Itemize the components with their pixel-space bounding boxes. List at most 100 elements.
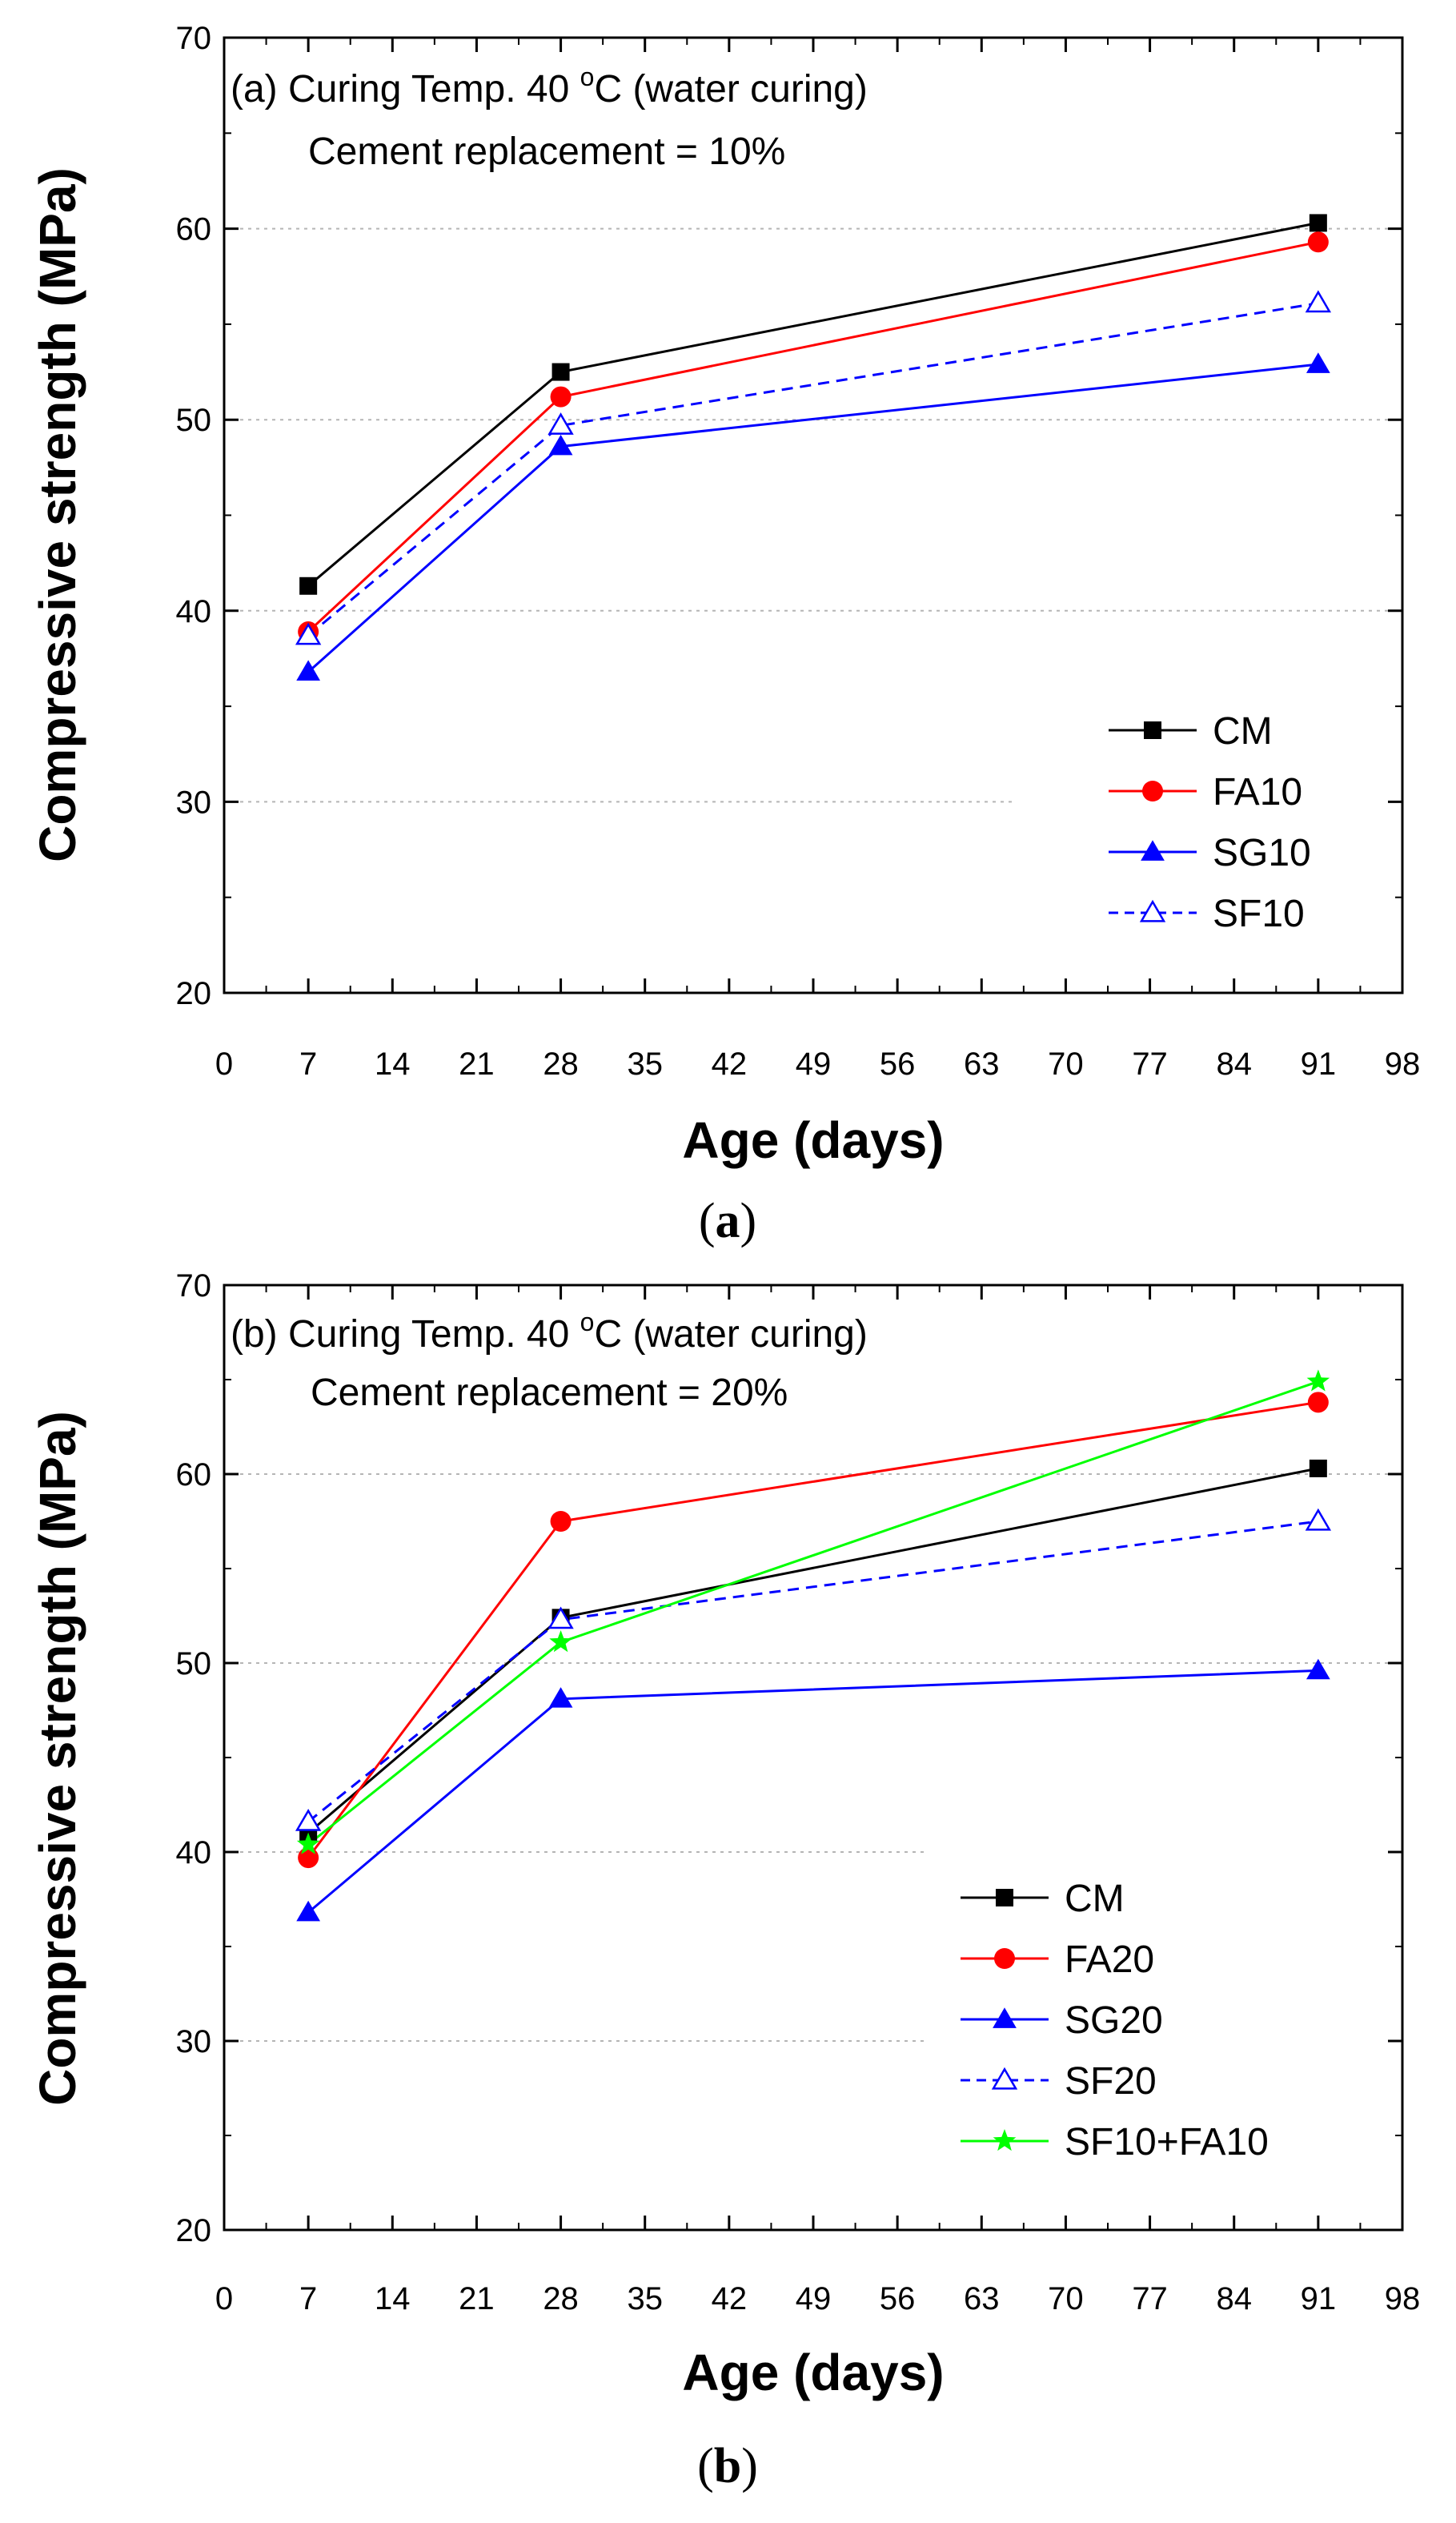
- a-y-axis-label: Compressive strength (MPa): [29, 167, 86, 862]
- b-x-tick-label-63: 63: [964, 2281, 1000, 2316]
- b-x-tick-label-35: 35: [627, 2281, 663, 2316]
- a-point-sg10-day7: [296, 660, 321, 681]
- b-point-fa20-day7: [298, 1847, 319, 1869]
- a-series: [295, 214, 1332, 681]
- a-x-tick-label-21: 21: [459, 1047, 495, 1082]
- b-x-tick-label-56: 56: [880, 2281, 916, 2316]
- a-x-tick-label-42: 42: [712, 1047, 748, 1082]
- a-legend-label-sf10: SF10: [1213, 893, 1305, 935]
- b-x-tick-label-14: 14: [375, 2281, 411, 2316]
- b-y-axis-label: Compressive strength (MPa): [29, 1411, 86, 2106]
- a-point-cm-day91: [1309, 214, 1327, 232]
- b-legend-label-cm: CM: [1065, 1878, 1125, 1920]
- b-x-tick-label-77: 77: [1132, 2281, 1168, 2316]
- a-legend-marker-sg10: [1141, 840, 1165, 861]
- a-point-fa10-day91: [1307, 231, 1329, 253]
- b-y-tick-label-20: 20: [176, 2213, 212, 2248]
- b-point-sf10-fa10-day91: [1306, 1369, 1330, 1392]
- b-annotation-line1: (b) Curing Temp. 40 oC (water curing): [231, 1308, 868, 1356]
- a-y-tick-label-40: 40: [176, 594, 212, 629]
- a-x-axis-label: Age (days): [682, 1111, 944, 1169]
- b-point-sf10-fa10-day7: [296, 1832, 320, 1854]
- a-legend-marker-cm: [1144, 721, 1161, 739]
- b-point-fa20-day28: [550, 1511, 572, 1532]
- b-point-sg20-day7: [296, 1900, 321, 1922]
- b-legend-marker-sf10-fa10: [993, 2129, 1017, 2151]
- b-x-tick-label-98: 98: [1385, 2281, 1421, 2316]
- a-y-tick-label-20: 20: [176, 976, 212, 1011]
- b-x-tick-label-49: 49: [796, 2281, 832, 2316]
- b-legend-label-sf20: SF20: [1065, 2060, 1157, 2103]
- b-x-tick-label-91: 91: [1301, 2281, 1337, 2316]
- a-legend-marker-fa10: [1142, 781, 1163, 801]
- a-x-tick-label-7: 7: [299, 1047, 317, 1082]
- b-y-tick-label-30: 30: [176, 2024, 212, 2059]
- panel-a: 0 7 14 21 28 35 42 49 56 63 70 77 84 91 98 20 30 40 50 60 70…: [29, 21, 1420, 1248]
- a-annotation-line2: Cement replacement = 10%: [308, 131, 785, 173]
- a-point-cm-day7: [299, 577, 318, 595]
- b-series: [295, 1369, 1332, 1922]
- b-gridlines: [224, 1473, 1402, 2042]
- b-legend-label-sf10-fa10: SF10+FA10: [1065, 2121, 1269, 2163]
- b-x-tick-label-0: 0: [215, 2281, 233, 2316]
- a-y-tick-label-30: 30: [176, 785, 212, 820]
- b-point-fa20-day91: [1307, 1392, 1329, 1413]
- a-x-tick-label-0: 0: [215, 1047, 233, 1082]
- a-point-sf10-day7: [295, 622, 322, 645]
- b-point-sf10-fa10-day28: [549, 1630, 572, 1653]
- a-x-tick-label-14: 14: [375, 1047, 411, 1082]
- a-x-tick-label-91: 91: [1301, 1047, 1337, 1082]
- b-y-tick-label-50: 50: [176, 1646, 212, 1681]
- a-legend-label-sg10: SG10: [1213, 832, 1311, 874]
- panel-b: 0 7 14 21 28 35 42 49 56 63 70 77 84 91 98 20 30 40 50 60 70…: [29, 1268, 1420, 2493]
- b-x-axis-label: Age (days): [682, 2344, 944, 2401]
- b-x-tick-label-42: 42: [712, 2281, 748, 2316]
- a-point-sf10-day28: [548, 412, 574, 435]
- a-point-sf10-day91: [1305, 290, 1332, 313]
- a-legend-label-fa10: FA10: [1213, 771, 1302, 814]
- a-point-cm-day28: [552, 363, 570, 381]
- a-x-tick-label-70: 70: [1048, 1047, 1084, 1082]
- a-x-tick-label-84: 84: [1216, 1047, 1252, 1082]
- b-x-tick-label-28: 28: [543, 2281, 579, 2316]
- b-x-tick-label-70: 70: [1048, 2281, 1084, 2316]
- a-y-tick-label-50: 50: [176, 403, 212, 438]
- a-caption: (a): [699, 1194, 756, 1248]
- a-legend: CM FA10 SG10 SF10: [1109, 710, 1311, 935]
- b-point-sg20-day91: [1306, 1658, 1330, 1680]
- a-annotation-line1: (a) Curing Temp. 40 oC (water curing): [231, 62, 868, 110]
- a-x-tick-label-98: 98: [1385, 1047, 1421, 1082]
- b-point-cm-day91: [1309, 1459, 1327, 1477]
- b-x-tick-label-7: 7: [299, 2281, 317, 2316]
- a-x-tick-label-77: 77: [1132, 1047, 1168, 1082]
- b-y-tick-label-40: 40: [176, 1835, 212, 1870]
- a-y-tick-label-60: 60: [176, 212, 212, 247]
- b-x-tick-label-21: 21: [459, 2281, 495, 2316]
- b-point-sf20-day28: [548, 1606, 574, 1629]
- b-ticks: 0 7 14 21 28 35 42 49 56 63 70 77 84 91 98 20 30 40 50 60 70: [176, 1268, 1421, 2316]
- a-x-tick-label-56: 56: [880, 1047, 916, 1082]
- b-legend-label-sg20: SG20: [1065, 1999, 1163, 2042]
- b-y-tick-label-60: 60: [176, 1457, 212, 1493]
- a-x-tick-label-28: 28: [543, 1047, 579, 1082]
- a-y-tick-label-70: 70: [176, 21, 212, 56]
- a-x-tick-label-35: 35: [627, 1047, 663, 1082]
- a-point-sg10-day91: [1306, 352, 1330, 373]
- a-ticks: 0 7 14 21 28 35 42 49 56 63 70 77 84 91 98 20 30 40 50 60 70: [176, 21, 1421, 1082]
- b-annotation-line2: Cement replacement = 20%: [311, 1372, 788, 1414]
- a-point-fa10-day28: [550, 386, 572, 408]
- b-legend-marker-sg20: [993, 2007, 1017, 2028]
- a-point-sg10-day28: [548, 434, 573, 456]
- b-y-tick-label-70: 70: [176, 1268, 212, 1304]
- b-point-sf20-day91: [1305, 1508, 1332, 1531]
- b-legend-marker-fa20: [994, 1948, 1015, 1969]
- b-legend-marker-sf20: [991, 2067, 1018, 2090]
- a-legend-marker-sf10: [1139, 899, 1166, 922]
- a-legend-label-cm: CM: [1213, 710, 1273, 753]
- b-legend: CM FA20 SG20 SF20 SF10+FA10: [961, 1878, 1269, 2163]
- a-x-tick-label-49: 49: [796, 1047, 832, 1082]
- b-legend-marker-cm: [996, 1889, 1013, 1906]
- b-x-tick-label-84: 84: [1216, 2281, 1252, 2316]
- b-point-sf20-day7: [295, 1809, 322, 1831]
